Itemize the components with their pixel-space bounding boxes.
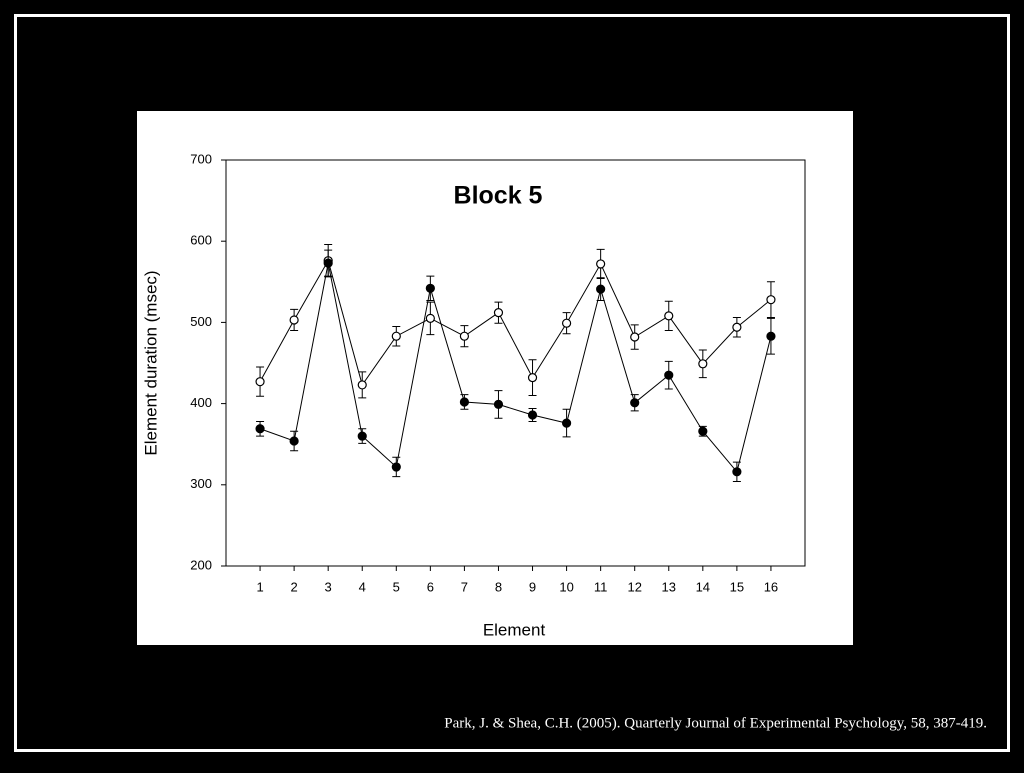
marker: [664, 311, 674, 321]
x-tick-label: 7: [461, 579, 468, 594]
x-axis-label: Element: [483, 620, 546, 639]
y-tick-label: 700: [190, 151, 212, 166]
marker: [255, 377, 265, 387]
marker: [425, 283, 435, 293]
marker: [459, 331, 470, 341]
x-tick-label: 13: [662, 579, 676, 594]
x-tick-label: 9: [529, 579, 536, 594]
marker: [391, 331, 401, 341]
x-tick-label: 4: [359, 579, 366, 594]
marker: [391, 462, 401, 472]
y-tick-label: 600: [190, 233, 212, 248]
chart-title: Block 5: [454, 182, 543, 210]
slide-border: [14, 14, 1010, 752]
marker: [459, 397, 470, 407]
marker: [630, 398, 640, 408]
marker: [561, 418, 572, 428]
x-tick-label: 16: [764, 579, 778, 594]
x-tick-label: 15: [730, 579, 744, 594]
marker: [357, 380, 367, 390]
marker: [698, 359, 708, 369]
marker: [289, 436, 299, 446]
marker: [527, 373, 538, 383]
x-tick-label: 1: [256, 579, 263, 594]
marker: [698, 426, 708, 436]
marker: [630, 332, 640, 342]
x-tick-label: 10: [559, 579, 573, 594]
marker: [596, 284, 606, 294]
marker: [255, 424, 265, 434]
y-tick-label: 400: [190, 395, 212, 410]
y-axis-label: Element duration (msec): [141, 270, 160, 455]
marker: [289, 315, 299, 325]
marker: [357, 431, 367, 441]
marker: [425, 313, 435, 323]
marker: [732, 322, 742, 332]
citation: Park, J. & Shea, C.H. (2005). Quarterly …: [444, 715, 987, 731]
marker: [596, 259, 606, 269]
marker: [493, 308, 504, 318]
marker: [732, 467, 742, 477]
marker: [493, 399, 504, 410]
x-tick-label: 5: [393, 579, 400, 594]
marker: [664, 370, 674, 380]
plot-frame: [225, 159, 806, 567]
x-tick-label: 6: [427, 579, 434, 594]
series-line: [259, 259, 772, 387]
x-tick-label: 8: [495, 579, 502, 594]
marker: [323, 258, 333, 268]
x-tick-label: 12: [627, 579, 641, 594]
y-tick-label: 200: [190, 557, 212, 572]
chart-panel: [137, 111, 853, 645]
y-tick-label: 500: [190, 314, 212, 329]
series-line: [259, 263, 772, 473]
x-tick-label: 2: [291, 579, 298, 594]
x-tick-label: 14: [696, 579, 710, 594]
x-tick-label: 11: [594, 579, 608, 594]
y-tick-label: 300: [190, 476, 212, 491]
marker: [527, 410, 538, 420]
marker: [766, 331, 776, 341]
marker: [766, 295, 776, 305]
x-tick-label: 3: [325, 579, 332, 594]
marker: [561, 318, 572, 328]
